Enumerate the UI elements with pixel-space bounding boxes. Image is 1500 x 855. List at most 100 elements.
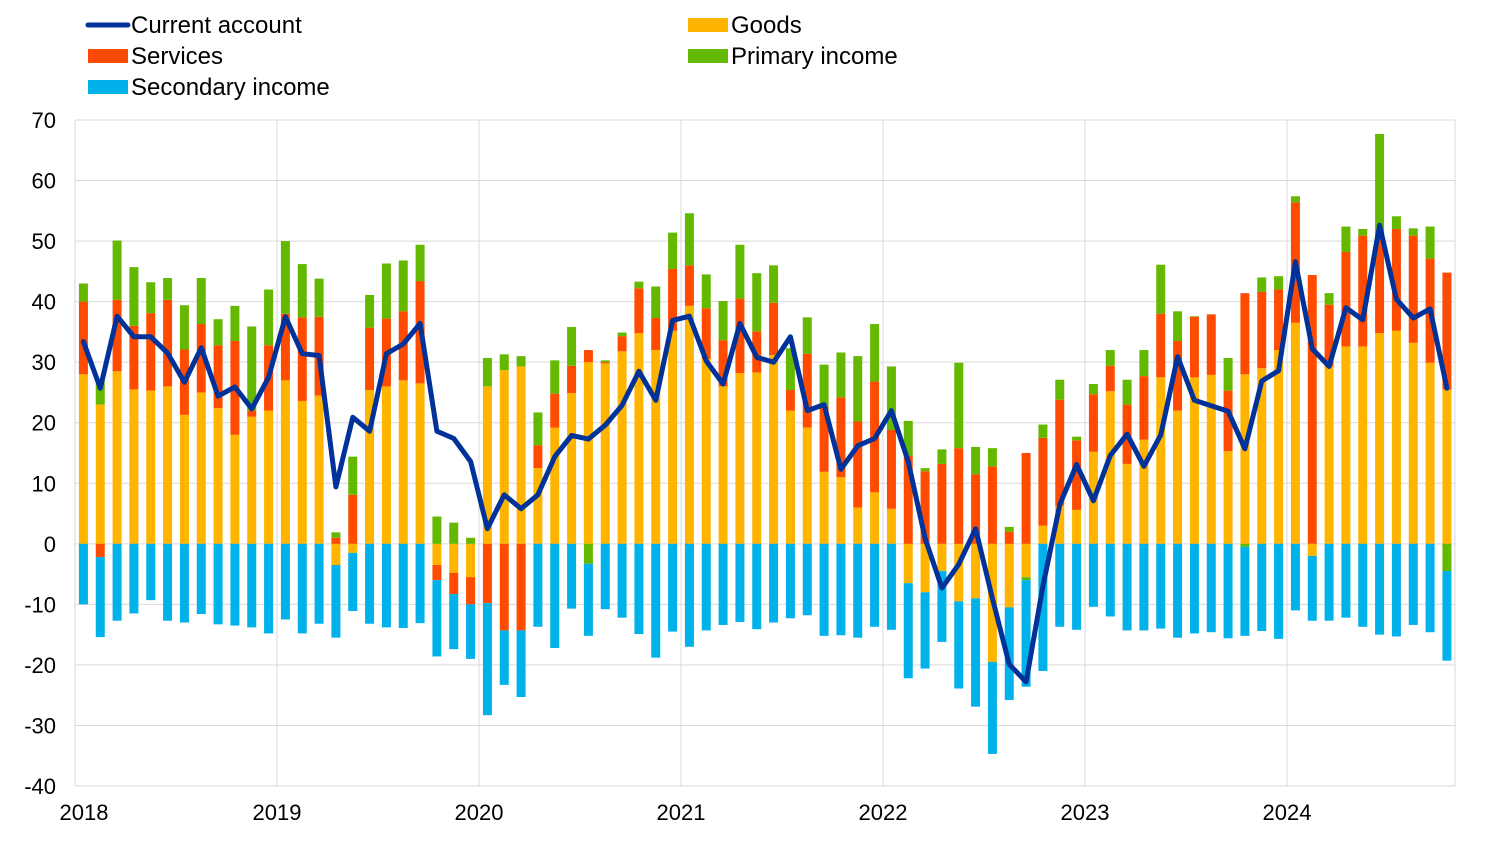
- bar-goods: [179, 414, 189, 544]
- bar-goods: [264, 410, 274, 544]
- bar-secondary-income: [381, 543, 391, 628]
- bar-primary-income: [1257, 277, 1267, 292]
- legend-swatch: [88, 49, 128, 63]
- bar-secondary-income: [600, 543, 610, 610]
- bar-secondary-income: [365, 543, 375, 624]
- bar-secondary-income: [1189, 543, 1199, 634]
- bar-primary-income: [297, 264, 307, 318]
- bar-services: [1223, 390, 1233, 452]
- x-tick-label: 2021: [657, 800, 706, 825]
- x-tick-label: 2022: [859, 800, 908, 825]
- bar-primary-income: [1358, 228, 1368, 236]
- bar-primary-income: [735, 244, 745, 299]
- bar-secondary-income: [617, 543, 627, 618]
- bar-goods: [129, 389, 139, 544]
- bar-primary-income: [1038, 424, 1048, 438]
- bar-primary-income: [95, 380, 105, 405]
- bar-primary-income: [331, 532, 341, 538]
- y-tick-label: 10: [32, 471, 56, 496]
- bar-primary-income: [1375, 133, 1385, 236]
- bar-primary-income: [466, 537, 476, 544]
- bar-secondary-income: [651, 543, 661, 658]
- bar-secondary-income: [1290, 543, 1300, 611]
- bar-services: [920, 471, 930, 544]
- bar-primary-income: [718, 301, 728, 341]
- bar-secondary-income: [499, 630, 509, 685]
- bar-goods: [651, 350, 661, 544]
- bar-secondary-income: [1375, 543, 1385, 635]
- bar-secondary-income: [264, 543, 274, 634]
- bar-goods: [297, 400, 307, 544]
- bar-goods: [348, 543, 358, 553]
- bar-services: [1358, 235, 1368, 347]
- bar-primary-income: [1442, 543, 1452, 572]
- bar-services: [348, 494, 358, 544]
- legend: Current account Goods Services Primary inco…: [85, 12, 898, 101]
- bar-services: [1307, 274, 1317, 544]
- bar-goods: [954, 543, 964, 602]
- bar-secondary-income: [398, 543, 408, 628]
- y-tick-label: -10: [24, 592, 56, 617]
- bar-secondary-income: [802, 543, 812, 616]
- bar-secondary-income: [735, 543, 745, 622]
- legend-item-goods: Goods: [688, 12, 802, 39]
- bar-primary-income: [78, 283, 88, 302]
- bar-goods: [567, 393, 577, 544]
- bar-services: [1004, 531, 1014, 544]
- bar-services: [516, 543, 526, 631]
- bar-primary-income: [1274, 276, 1284, 290]
- bar-goods: [1122, 463, 1132, 544]
- bar-services: [247, 410, 257, 417]
- bar-primary-income: [583, 543, 593, 564]
- bar-goods: [280, 380, 290, 544]
- bar-primary-income: [381, 263, 391, 319]
- bar-secondary-income: [1408, 543, 1418, 625]
- legend-item-services: Services: [88, 43, 223, 70]
- bar-goods: [213, 408, 223, 544]
- bar-secondary-income: [1156, 543, 1166, 629]
- bar-secondary-income: [920, 592, 930, 669]
- bar-secondary-income: [1358, 543, 1368, 627]
- x-axis: 2018 2019 2020 2021 2022 2023 2024: [60, 800, 1312, 825]
- bar-services: [886, 429, 896, 509]
- bar-primary-income: [314, 278, 324, 317]
- bar-services: [432, 565, 442, 581]
- y-tick-label: 40: [32, 290, 56, 315]
- bar-services: [684, 265, 694, 306]
- bar-primary-income: [1156, 264, 1166, 314]
- bar-secondary-income: [819, 543, 829, 636]
- bar-primary-income: [769, 265, 779, 303]
- bar-primary-income: [365, 294, 375, 328]
- x-tick-label: 2019: [253, 800, 302, 825]
- bar-primary-income: [617, 332, 627, 337]
- bar-primary-income: [1122, 379, 1132, 405]
- bar-goods: [668, 330, 678, 544]
- bar-primary-income: [954, 362, 964, 449]
- bar-goods: [752, 372, 762, 544]
- bar-goods: [163, 386, 173, 544]
- bar-secondary-income: [1088, 543, 1098, 607]
- bar-services: [802, 353, 812, 428]
- bar-primary-income: [1341, 226, 1351, 252]
- bar-services: [853, 421, 863, 508]
- bar-primary-income: [415, 244, 425, 282]
- bar-secondary-income: [1324, 543, 1334, 621]
- bar-secondary-income: [280, 543, 290, 620]
- bar-services: [668, 268, 678, 331]
- bar-services: [213, 345, 223, 409]
- bar-goods: [583, 362, 593, 544]
- bar-services: [1240, 293, 1250, 375]
- bar-goods: [1139, 439, 1149, 544]
- bar-goods: [499, 370, 509, 544]
- bar-primary-income: [499, 354, 509, 371]
- bar-primary-income: [264, 289, 274, 346]
- bar-goods: [1274, 350, 1284, 544]
- bar-goods: [230, 434, 240, 544]
- bar-goods: [1341, 346, 1351, 544]
- bar-primary-income: [1021, 577, 1031, 581]
- bar-primary-income: [129, 267, 139, 326]
- legend-swatch: [688, 18, 728, 32]
- bar-services: [1173, 340, 1183, 411]
- bar-services: [1341, 251, 1351, 347]
- bar-goods: [870, 492, 880, 544]
